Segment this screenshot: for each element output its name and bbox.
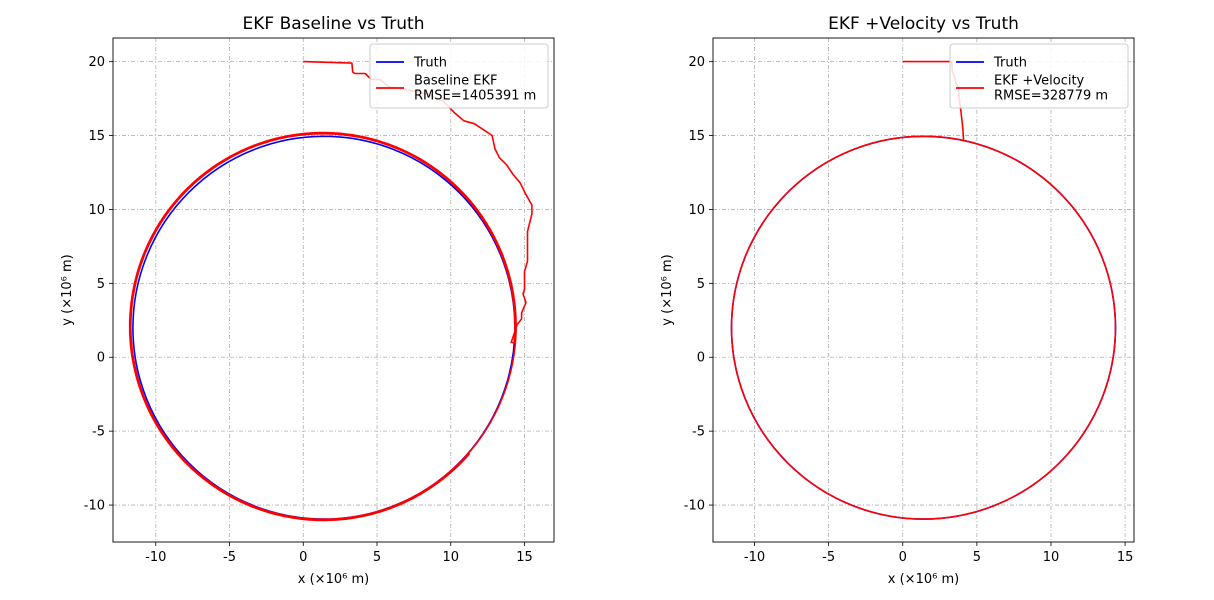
legend-label-line: Truth bbox=[413, 56, 447, 71]
x-tick-label: -5 bbox=[223, 550, 236, 565]
y-tick-label: -5 bbox=[692, 425, 705, 440]
x-tick-label: 5 bbox=[973, 550, 981, 565]
y-tick-label: 5 bbox=[697, 277, 705, 292]
y-tick-label: 20 bbox=[688, 55, 705, 70]
y-axis-label: y (×10⁶ m) bbox=[60, 254, 75, 325]
x-axis-label: x (×10⁶ m) bbox=[298, 572, 369, 587]
x-tick-label: -5 bbox=[822, 550, 835, 565]
plot-area bbox=[128, 60, 533, 522]
x-axis-label: x (×10⁶ m) bbox=[888, 572, 959, 587]
y-tick-label: 15 bbox=[88, 129, 105, 144]
y-tick-label: 5 bbox=[97, 277, 105, 292]
chart-title: EKF +Velocity vs Truth bbox=[828, 14, 1019, 34]
legend-label-1: Truth bbox=[413, 56, 447, 71]
series-line-truth bbox=[132, 135, 516, 520]
x-tick-label: 10 bbox=[1043, 550, 1060, 565]
y-tick-label: 15 bbox=[688, 129, 705, 144]
x-tick-label: 0 bbox=[299, 550, 307, 565]
series-line-estimate bbox=[730, 60, 1117, 520]
y-tick-label: 10 bbox=[688, 203, 705, 218]
x-tick-label: 15 bbox=[1117, 550, 1134, 565]
legend-label-2: Baseline EKF RMSE=1405391 m bbox=[414, 74, 536, 104]
plot-area bbox=[730, 60, 1117, 520]
y-tick-label: 0 bbox=[97, 351, 105, 366]
x-tick-label: 5 bbox=[373, 550, 381, 565]
legend-box bbox=[369, 43, 549, 109]
legend-label-line: RMSE=328779 m bbox=[994, 89, 1108, 104]
legend-label-2: EKF +Velocity RMSE=328779 m bbox=[994, 74, 1108, 104]
y-tick-label: -5 bbox=[92, 425, 105, 440]
y-axis-label: y (×10⁶ m) bbox=[660, 254, 675, 325]
axes-frame bbox=[112, 37, 555, 543]
legend-label-1: Truth bbox=[993, 56, 1027, 71]
y-tick-label: -10 bbox=[684, 499, 705, 514]
chart-panel-1: -10 -5 0 5 10 15 -10 -5 0 5 10 15 20 EKF Baseline vs … bbox=[60, 14, 555, 587]
x-tick-label: -10 bbox=[744, 550, 765, 565]
x-tick-label: 10 bbox=[442, 550, 459, 565]
y-tick-label: 10 bbox=[88, 203, 105, 218]
x-tick-label: 0 bbox=[899, 550, 907, 565]
y-tick-label: 20 bbox=[88, 55, 105, 70]
y-tick-label: -10 bbox=[84, 499, 105, 514]
chart-panel-2: -10 -5 0 5 10 15 -10 -5 0 5 10 15 20 EKF +Velocity vs… bbox=[660, 14, 1135, 587]
legend: Truth EKF +Velocity RMSE=328779 m bbox=[949, 43, 1129, 109]
legend-label-line: RMSE=1405391 m bbox=[414, 89, 536, 104]
x-tick-label: 15 bbox=[516, 550, 533, 565]
chart-title: EKF Baseline vs Truth bbox=[243, 14, 425, 34]
legend-label-line: Baseline EKF bbox=[414, 74, 497, 89]
y-tick-label: 0 bbox=[697, 351, 705, 366]
legend-label-line: Truth bbox=[993, 56, 1027, 71]
axes-frame bbox=[712, 37, 1135, 543]
series-line-estimate bbox=[128, 60, 533, 522]
x-tick-label: -10 bbox=[145, 550, 166, 565]
series-line-truth bbox=[730, 135, 1117, 520]
legend-label-line: EKF +Velocity bbox=[994, 74, 1085, 89]
legend: Truth Baseline EKF RMSE=1405391 m bbox=[369, 43, 549, 109]
legend-box bbox=[949, 43, 1129, 109]
